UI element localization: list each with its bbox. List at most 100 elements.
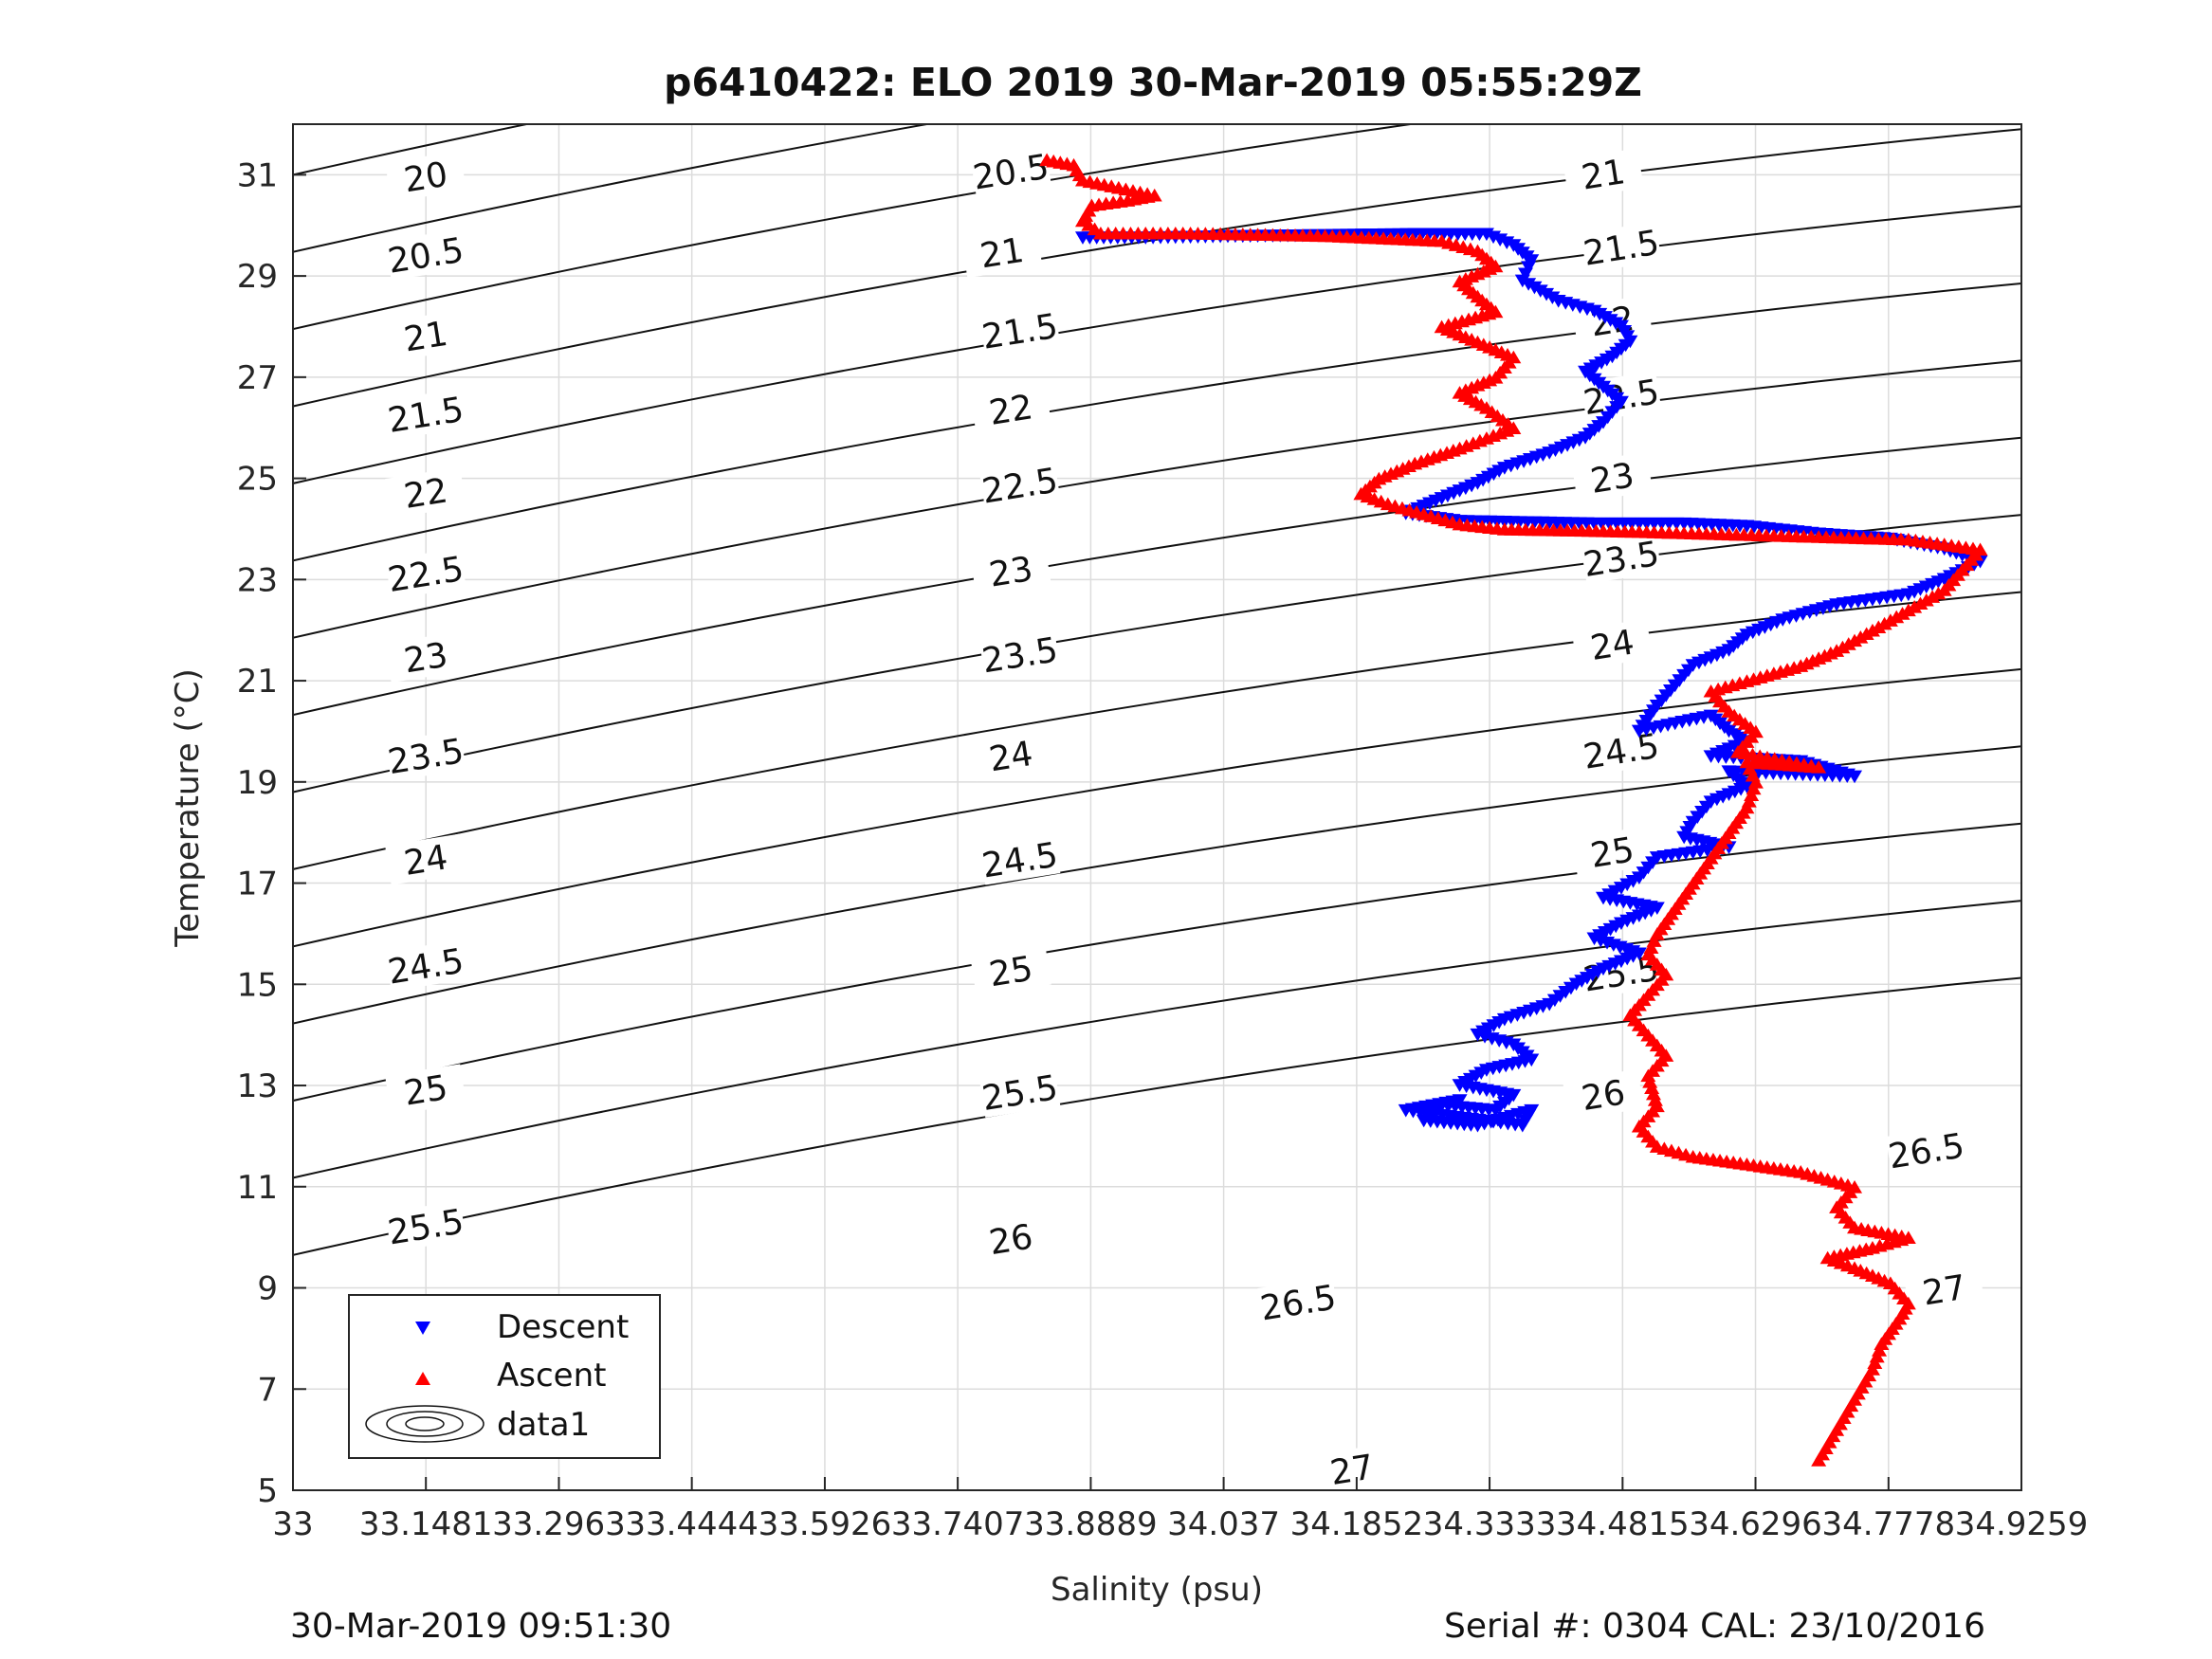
y-tick-label: 27 bbox=[237, 359, 278, 397]
contour-label: 23.5 bbox=[385, 732, 466, 782]
y-tick-label: 15 bbox=[237, 966, 278, 1004]
descent-marker bbox=[1721, 724, 1737, 738]
contour-line-27 bbox=[293, 976, 2021, 1256]
contour-label: 25 bbox=[987, 950, 1036, 995]
contour-label-bg bbox=[1885, 1124, 1967, 1176]
contour-label: 24.5 bbox=[1581, 727, 1662, 777]
contour-label-bg bbox=[1311, 1443, 1393, 1495]
contour-label-bg bbox=[1257, 1276, 1339, 1328]
contour-label-bg bbox=[970, 1212, 1051, 1265]
contour-label: 23 bbox=[987, 550, 1036, 595]
ascent-marker bbox=[1889, 610, 1905, 624]
chart-title: p6410422: ELO 2019 30-Mar-2019 05:55:29Z bbox=[664, 60, 1642, 105]
footer-serial-cal: Serial #: 0304 CAL: 23/10/2016 bbox=[1444, 1607, 1985, 1646]
contour-line-25 bbox=[293, 667, 2021, 948]
x-tick-label: 33 bbox=[272, 1505, 313, 1543]
contour-line-21-5 bbox=[293, 128, 2021, 408]
ascent-marker bbox=[1882, 613, 1898, 627]
contour-label: 26.5 bbox=[1257, 1279, 1339, 1329]
ascent-marker bbox=[1864, 623, 1880, 637]
contour-label: 24 bbox=[1588, 623, 1637, 668]
contour-label-bg bbox=[385, 310, 466, 362]
contour-label: 21 bbox=[978, 231, 1027, 277]
ascent-marker bbox=[1835, 640, 1851, 654]
contour-label-bg bbox=[970, 145, 1051, 197]
contour-label-bg bbox=[385, 228, 466, 281]
legend-ascent-label: Ascent bbox=[497, 1357, 606, 1395]
contour-label-bg bbox=[385, 833, 466, 885]
plot-area-border bbox=[292, 123, 2022, 1491]
ascent-marker bbox=[1894, 607, 1910, 620]
x-tick-label: 34.4815 bbox=[1556, 1505, 1690, 1543]
contour-label: 25 bbox=[401, 1068, 450, 1114]
contour-label: 23.5 bbox=[1581, 535, 1662, 585]
descent-marker bbox=[1517, 267, 1533, 282]
descent-marker bbox=[1526, 281, 1543, 295]
x-tick-label: 34.037 bbox=[1167, 1505, 1280, 1543]
legend: Descent Ascent data1 bbox=[348, 1294, 661, 1459]
ascent-marker bbox=[1643, 940, 1659, 954]
legend-ascent-marker bbox=[415, 1372, 430, 1385]
contour-line-22 bbox=[293, 205, 2021, 484]
contour-label-bg bbox=[1580, 947, 1662, 999]
contour-label-bg bbox=[385, 1064, 466, 1116]
x-tick-label: 34.1852 bbox=[1290, 1505, 1424, 1543]
descent-marker bbox=[1727, 728, 1743, 741]
ascent-marker bbox=[1747, 775, 1764, 789]
contour-label-bg bbox=[1571, 451, 1654, 503]
descent-marker bbox=[1619, 878, 1636, 892]
contour-label: 20.5 bbox=[971, 148, 1052, 198]
contour-label: 26.5 bbox=[1886, 1126, 1967, 1176]
contour-label-bg bbox=[1580, 532, 1662, 584]
contour-label-bg bbox=[385, 730, 466, 782]
grid-lines bbox=[292, 124, 2022, 1491]
ascent-marker bbox=[1925, 590, 1941, 603]
y-tick-label: 7 bbox=[257, 1371, 278, 1409]
ascent-marker bbox=[1912, 596, 1929, 611]
contour-label: 20 bbox=[401, 155, 450, 201]
descent-marker bbox=[1452, 1094, 1468, 1107]
contour-label: 25.5 bbox=[979, 1068, 1061, 1119]
y-tick-label: 23 bbox=[237, 561, 278, 599]
y-tick-label: 11 bbox=[237, 1169, 278, 1207]
legend-box bbox=[348, 1294, 661, 1459]
contour-label: 22 bbox=[987, 388, 1036, 433]
y-tick-label: 25 bbox=[237, 461, 278, 499]
contour-label: 21.5 bbox=[979, 307, 1061, 357]
contour-label-bg bbox=[960, 227, 1043, 279]
x-tick-label: 33.8889 bbox=[1024, 1505, 1158, 1543]
contour-label-bg bbox=[385, 939, 466, 992]
x-axis-label: Salinity (psu) bbox=[1051, 1571, 1263, 1609]
ascent-marker bbox=[1646, 934, 1662, 947]
contour-label-bg bbox=[385, 466, 466, 519]
x-axis: 33 33.1481 33.2963 33.4444 33.5926 33.7407 33.… bbox=[272, 1477, 2088, 1543]
contour-label: 21.5 bbox=[385, 391, 466, 441]
ascent-marker bbox=[1847, 633, 1863, 647]
contour-label: 21 bbox=[1579, 153, 1628, 198]
contour-label-bg bbox=[1903, 1264, 1985, 1316]
contour-label: 25 bbox=[1588, 830, 1637, 876]
y-tick-label: 17 bbox=[237, 866, 278, 903]
y-tick-label: 13 bbox=[237, 1067, 278, 1105]
contour-line-24 bbox=[293, 514, 2021, 793]
contour-label-bg bbox=[1580, 221, 1662, 273]
legend-descent-marker bbox=[415, 1322, 430, 1335]
contour-label: 25.5 bbox=[385, 1202, 466, 1252]
legend-data1-label: data1 bbox=[497, 1406, 590, 1444]
contour-label: 27 bbox=[1327, 1448, 1377, 1493]
contour-label: 24 bbox=[401, 838, 450, 884]
x-tick-label: 34.3333 bbox=[1423, 1505, 1557, 1543]
y-axis: 5 7 9 11 13 15 17 19 21 23 25 27 29 31 bbox=[237, 156, 306, 1510]
y-tick-label: 19 bbox=[237, 764, 278, 802]
contour-line-20-5 bbox=[293, 124, 933, 253]
descent-marker bbox=[1625, 874, 1641, 888]
contour-line-25-5 bbox=[293, 745, 2021, 1025]
descent-marker bbox=[1631, 871, 1647, 885]
contour-label-bg bbox=[385, 388, 466, 440]
contour-label: 22.5 bbox=[385, 550, 466, 600]
contour-label: 24.5 bbox=[979, 836, 1061, 886]
contour-label: 23 bbox=[1588, 456, 1637, 501]
ascent-marker bbox=[1640, 947, 1656, 961]
x-tick-label: 33.7407 bbox=[891, 1505, 1025, 1543]
